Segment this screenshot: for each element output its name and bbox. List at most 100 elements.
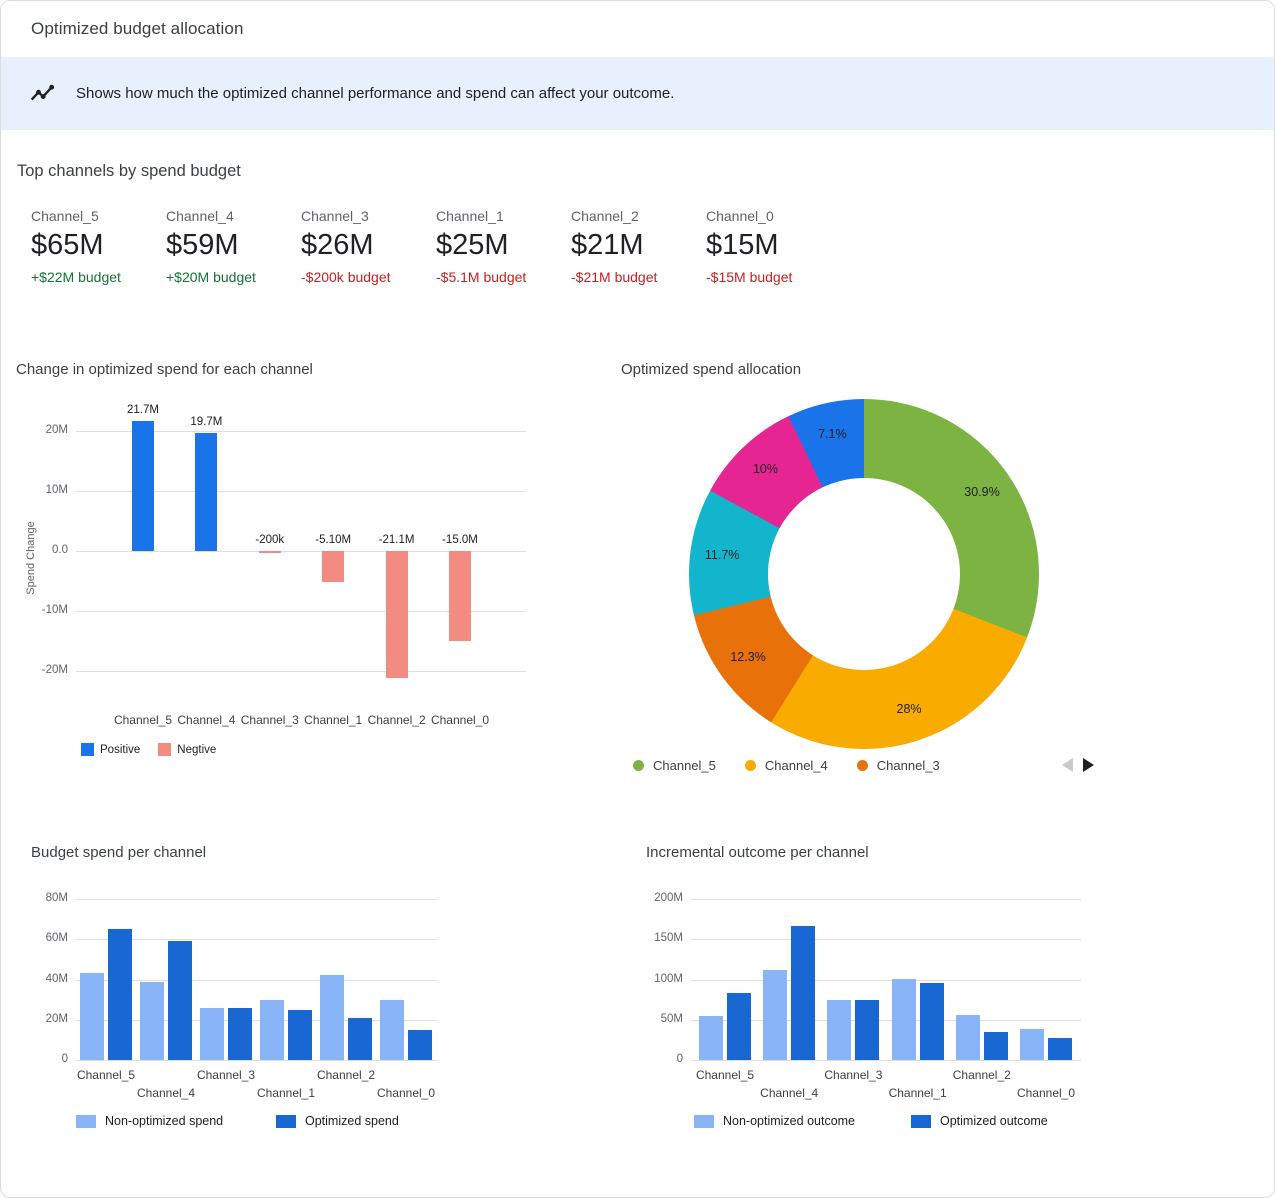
non-optimized-bar xyxy=(200,1007,224,1060)
y-tick-label: 10M xyxy=(45,484,68,496)
channel-name: Channel_4 xyxy=(166,208,234,224)
negative-bar xyxy=(385,551,408,678)
optimized-bar xyxy=(168,941,192,1060)
slice-label: 10% xyxy=(752,462,778,477)
non-optimized-bar xyxy=(891,978,916,1060)
gridline xyxy=(691,1060,1081,1061)
legend-swatch xyxy=(856,759,868,771)
page-title: Optimized budget allocation xyxy=(31,19,244,38)
y-tick-label: 40M xyxy=(45,972,68,985)
gridline xyxy=(76,671,526,672)
bar-value-label: -200k xyxy=(255,534,285,546)
plot-area: Channel_5 Channel_4 Channel_3 Channel_1 Chan… xyxy=(691,899,1081,1100)
chart-plot: Channel_5 Channel_4 Channel_3 Channel_1 Chan… xyxy=(646,844,1096,1154)
chart-title: Budget spend per channel xyxy=(31,844,207,861)
legend: Positive Negtive xyxy=(81,743,234,756)
channel-budget-delta: -$200k budget xyxy=(301,269,391,285)
gridline xyxy=(76,491,526,492)
legend-label: Optimized outcome xyxy=(940,1114,1048,1128)
non-optimized-bar xyxy=(699,1015,723,1060)
channel-spend-value: $65M xyxy=(31,229,104,261)
plot-area: 21.7M Channel_5 19.7M Channel_4 -200k Channel… xyxy=(76,404,526,727)
x-tick-label: Channel_0 xyxy=(1016,1086,1076,1100)
legend-item: Optimized spend xyxy=(276,1114,399,1128)
insights-icon xyxy=(27,79,57,109)
legend-label: Non-optimized spend xyxy=(105,1114,224,1128)
prev-page-button[interactable] xyxy=(1057,756,1078,774)
chart-plot: Channel_5 Channel_4 Channel_3 Channel_1 Chan… xyxy=(31,844,471,1154)
optimized-bar xyxy=(791,925,816,1060)
chart-plot: 21.7M Channel_5 19.7M Channel_4 -200k Channel… xyxy=(16,361,566,773)
channel-name: Channel_5 xyxy=(31,208,99,224)
channel-spend-value: $15M xyxy=(706,229,779,261)
spend-allocation-chart: Optimized spend allocation 30.9% 28% 12.3%… xyxy=(621,361,1103,773)
top-channels-row: Channel_5 $65M +$22M budget Channel_4 $59M +$… xyxy=(31,208,841,285)
optimized-bar xyxy=(1048,1038,1072,1060)
legend-swatch xyxy=(76,1114,96,1128)
gridline xyxy=(76,611,526,612)
y-tick-label: 100M xyxy=(654,972,683,985)
channel-spend-value: $26M xyxy=(301,229,374,261)
channel-budget-delta: -$5.1M budget xyxy=(436,269,527,285)
optimized-bar xyxy=(855,999,880,1060)
gridline xyxy=(76,939,438,941)
channel-summary-card: Channel_0 $15M -$15M budget xyxy=(706,208,841,285)
y-tick-label: 0.0 xyxy=(52,544,68,556)
legend: Non-optimized spend Optimized spend xyxy=(76,1114,399,1128)
incremental-outcome-chart: Incremental outcome per channel Channel_… xyxy=(646,844,1096,1154)
legend-swatch xyxy=(911,1114,931,1128)
legend-swatch xyxy=(276,1114,296,1128)
plot-area: Channel_5 Channel_4 Channel_3 Channel_1 Chan… xyxy=(76,899,438,1100)
x-tick-label: Channel_5 xyxy=(76,1068,136,1082)
gridline xyxy=(691,899,1081,900)
y-tick-label: 200M xyxy=(654,892,683,904)
chart-title: Optimized spend allocation xyxy=(621,361,802,378)
legend-item: Positive xyxy=(81,743,140,756)
channel-summary-card: Channel_4 $59M +$20M budget xyxy=(166,208,301,285)
channel-budget-delta: -$15M budget xyxy=(706,269,793,285)
gridline xyxy=(76,551,526,552)
bar-value-label: 21.7M xyxy=(127,403,159,416)
y-tick-label: 0 xyxy=(61,1053,68,1065)
donut-chart: 30.9% 28% 12.3% 11.7% 10% 7.1% xyxy=(689,399,1039,749)
x-tick-label: Channel_1 xyxy=(888,1086,947,1100)
legend-swatch xyxy=(81,743,94,756)
chart-title: Change in optimized spend for each chann… xyxy=(16,361,313,378)
chart-plot: 30.9% 28% 12.3% 11.7% 10% 7.1% Channel_5 Channe… xyxy=(621,361,1103,773)
channel-summary-card: Channel_2 $21M -$21M budget xyxy=(571,208,706,285)
channel-name: Channel_3 xyxy=(301,208,369,224)
legend-label: Channel_3 xyxy=(876,757,940,773)
gridline xyxy=(691,979,1081,981)
y-tick-label: 60M xyxy=(45,932,68,945)
x-tick-label: Channel_4 xyxy=(760,1086,819,1100)
insight-banner: Shows how much the optimized channel per… xyxy=(1,57,1274,130)
gridline xyxy=(691,1019,1081,1021)
optimized-bar xyxy=(727,993,751,1060)
next-page-button[interactable] xyxy=(1078,756,1099,774)
non-optimized-bar xyxy=(763,969,788,1060)
x-tick-label: Channel_0 xyxy=(430,713,490,727)
x-tick-label: Channel_3 xyxy=(240,713,299,727)
legend-swatch xyxy=(633,759,644,771)
optimized-bar xyxy=(108,929,132,1060)
insight-banner-text: Shows how much the optimized channel per… xyxy=(76,85,675,102)
y-tick-label: 20M xyxy=(45,424,68,436)
x-tick-label: Channel_5 xyxy=(695,1068,755,1082)
legend-label: Channel_4 xyxy=(764,757,828,773)
slice-label: 28% xyxy=(896,701,922,716)
non-optimized-bar xyxy=(1020,1028,1044,1060)
donut-hole xyxy=(768,478,960,670)
legend-label: Channel_5 xyxy=(653,757,716,773)
top-channels-heading: Top channels by spend budget xyxy=(17,162,241,180)
card-header: Optimized budget allocation xyxy=(1,1,1274,57)
gridline xyxy=(76,1019,438,1021)
legend-label: Positive xyxy=(100,743,141,756)
negative-bar xyxy=(449,551,471,641)
bar-value-label: -15.0M xyxy=(442,534,478,546)
non-optimized-bar xyxy=(260,999,284,1060)
y-tick-label: 50M xyxy=(660,1012,683,1025)
x-tick-label: Channel_2 xyxy=(952,1068,1011,1082)
non-optimized-bar xyxy=(955,1014,980,1060)
legend-item: Optimized outcome xyxy=(911,1114,1048,1128)
optimized-bar xyxy=(348,1017,372,1060)
